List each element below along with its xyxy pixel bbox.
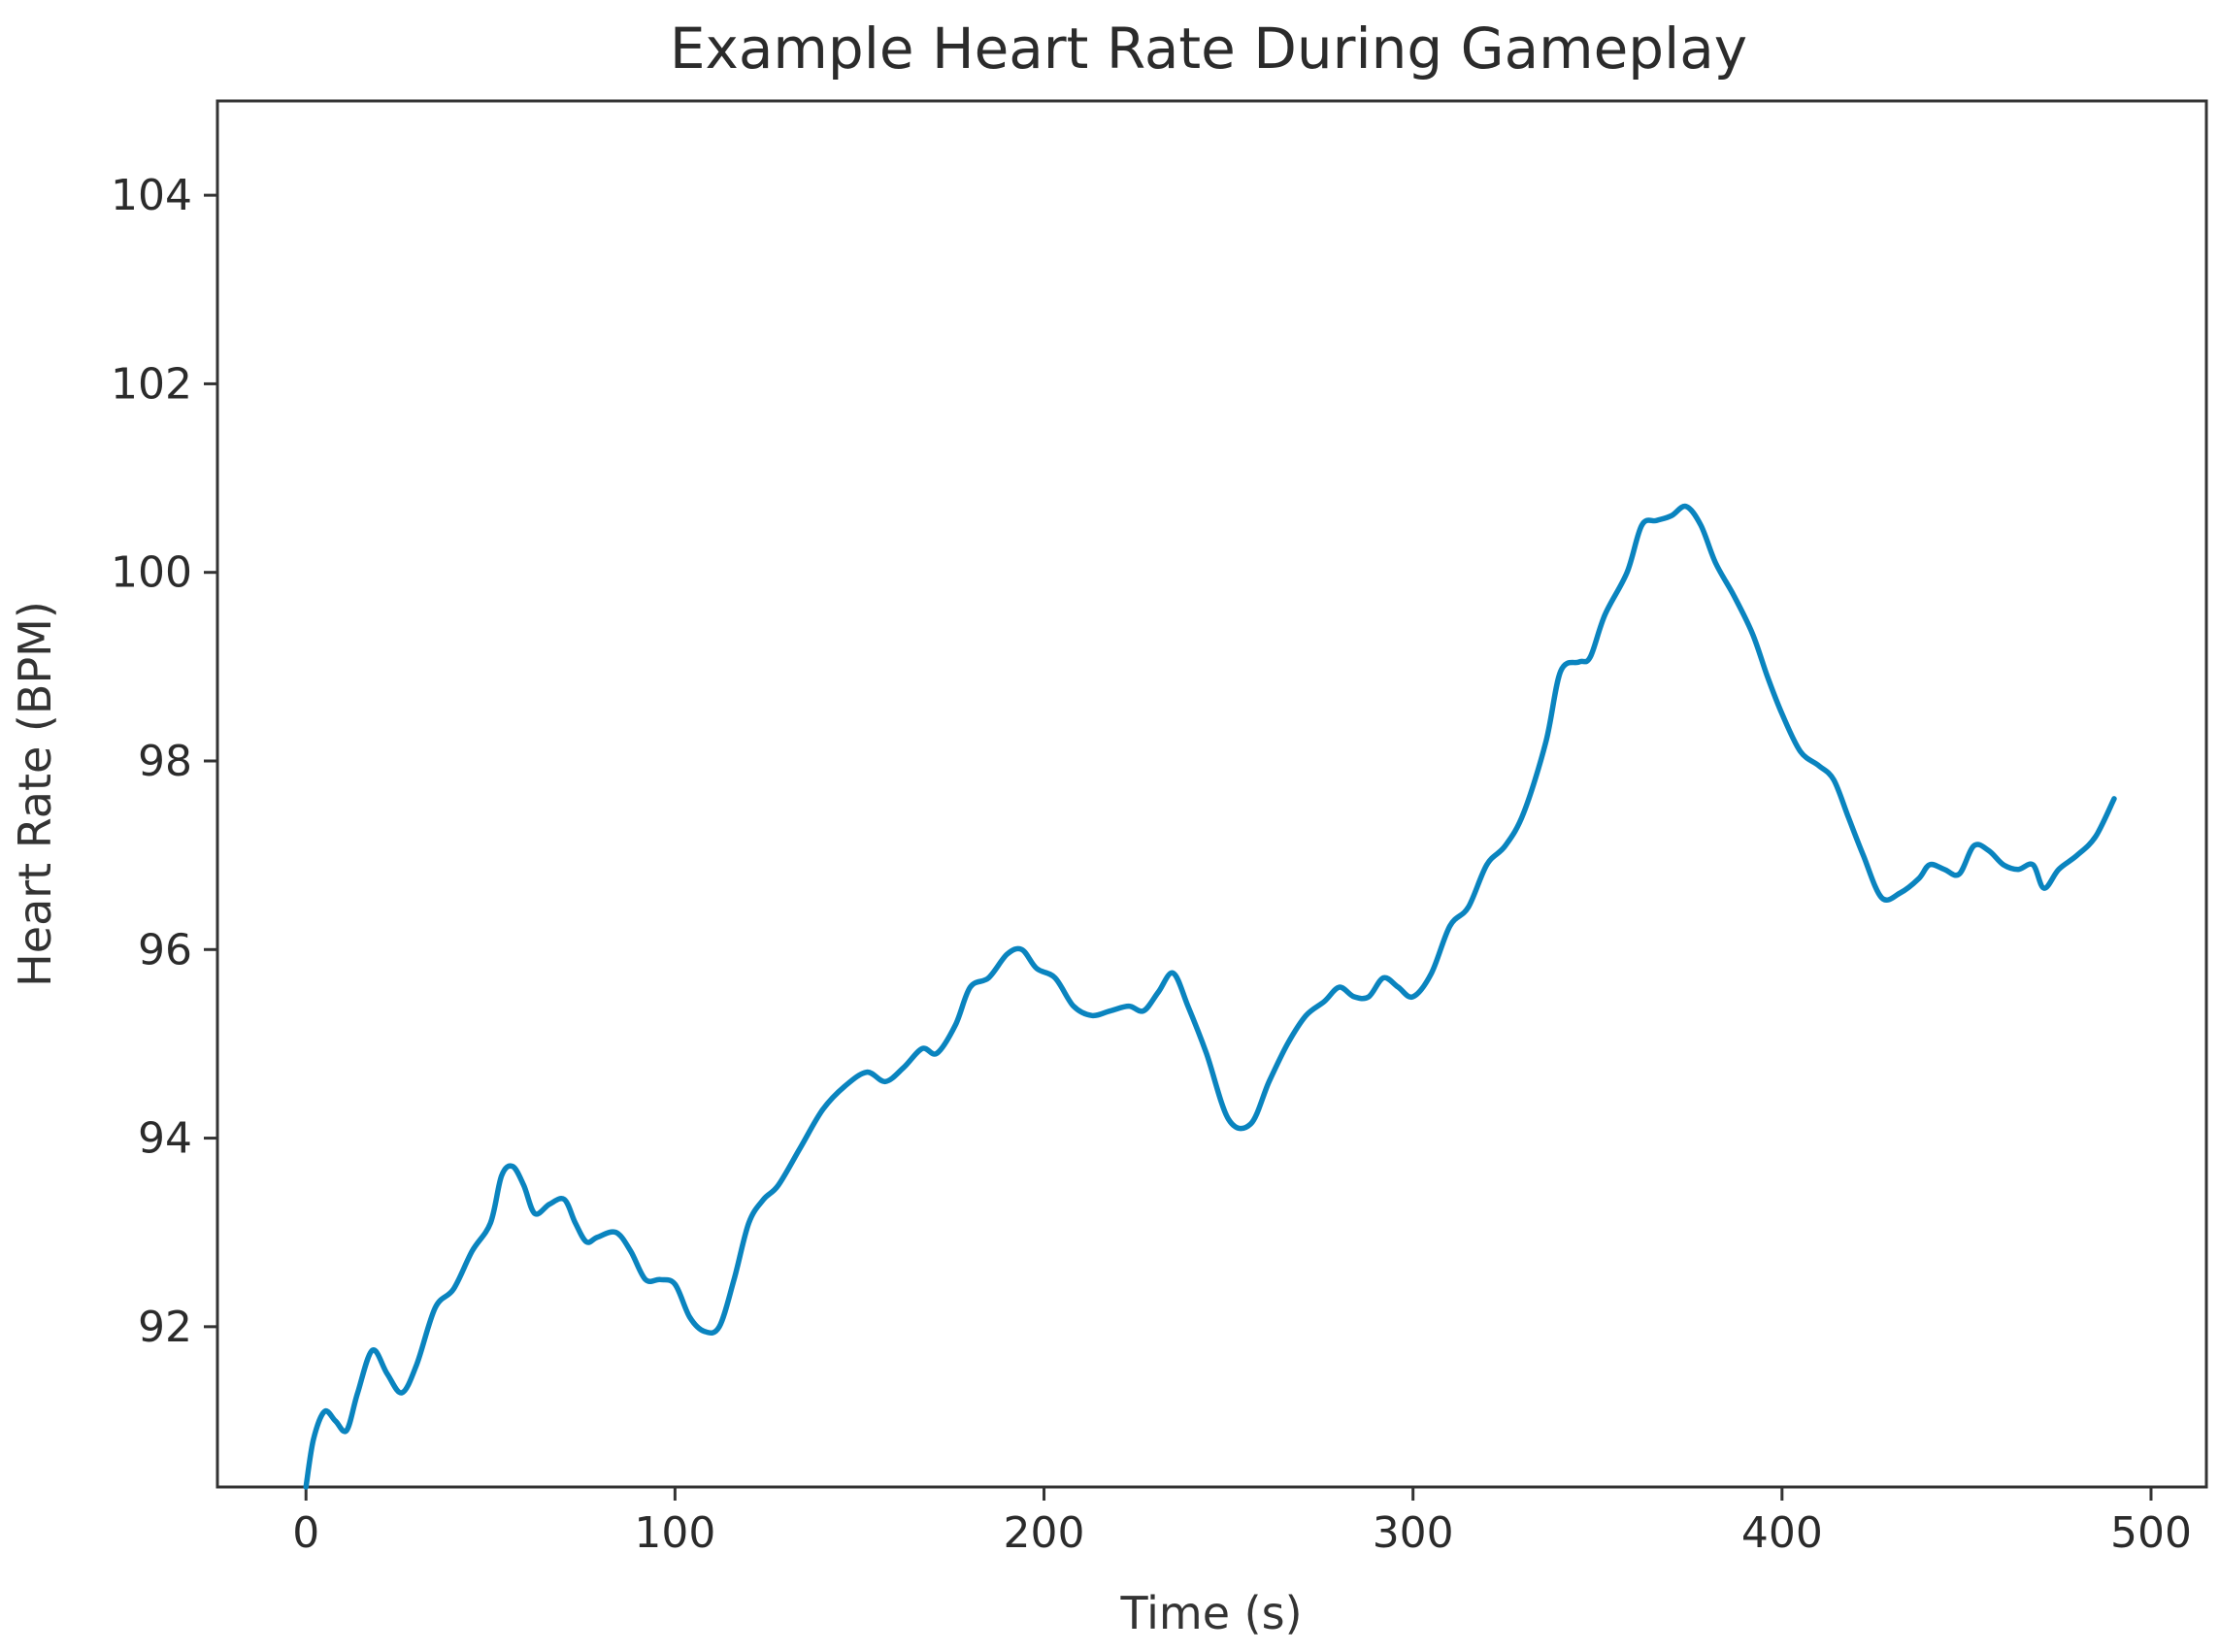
chart-title: Example Heart Rate During Gameplay <box>670 16 1747 82</box>
x-tick-label: 100 <box>634 1508 715 1558</box>
x-axis-label: Time (s) <box>1119 1587 1302 1639</box>
y-tick-label: 102 <box>111 359 192 409</box>
y-axis-ticks: 92 94 96 98 100 102 104 <box>111 171 217 1352</box>
x-tick-label: 0 <box>292 1508 319 1558</box>
x-tick-label: 300 <box>1373 1508 1454 1558</box>
y-tick-label: 100 <box>111 548 192 598</box>
y-tick-label: 92 <box>138 1303 192 1352</box>
x-axis-ticks: 0 100 200 300 400 500 <box>292 1487 2192 1558</box>
x-tick-label: 400 <box>1741 1508 1823 1558</box>
y-axis-label: Heart Rate (BPM) <box>9 601 61 987</box>
x-tick-label: 500 <box>2110 1508 2192 1558</box>
plot-area-frame <box>215 99 2208 1489</box>
y-tick-label: 98 <box>138 737 192 786</box>
heart-rate-series-line <box>303 503 2117 1490</box>
y-tick-label: 94 <box>138 1114 192 1164</box>
y-tick-label: 104 <box>111 171 192 220</box>
x-tick-label: 200 <box>1004 1508 1085 1558</box>
y-tick-label: 96 <box>138 925 192 975</box>
